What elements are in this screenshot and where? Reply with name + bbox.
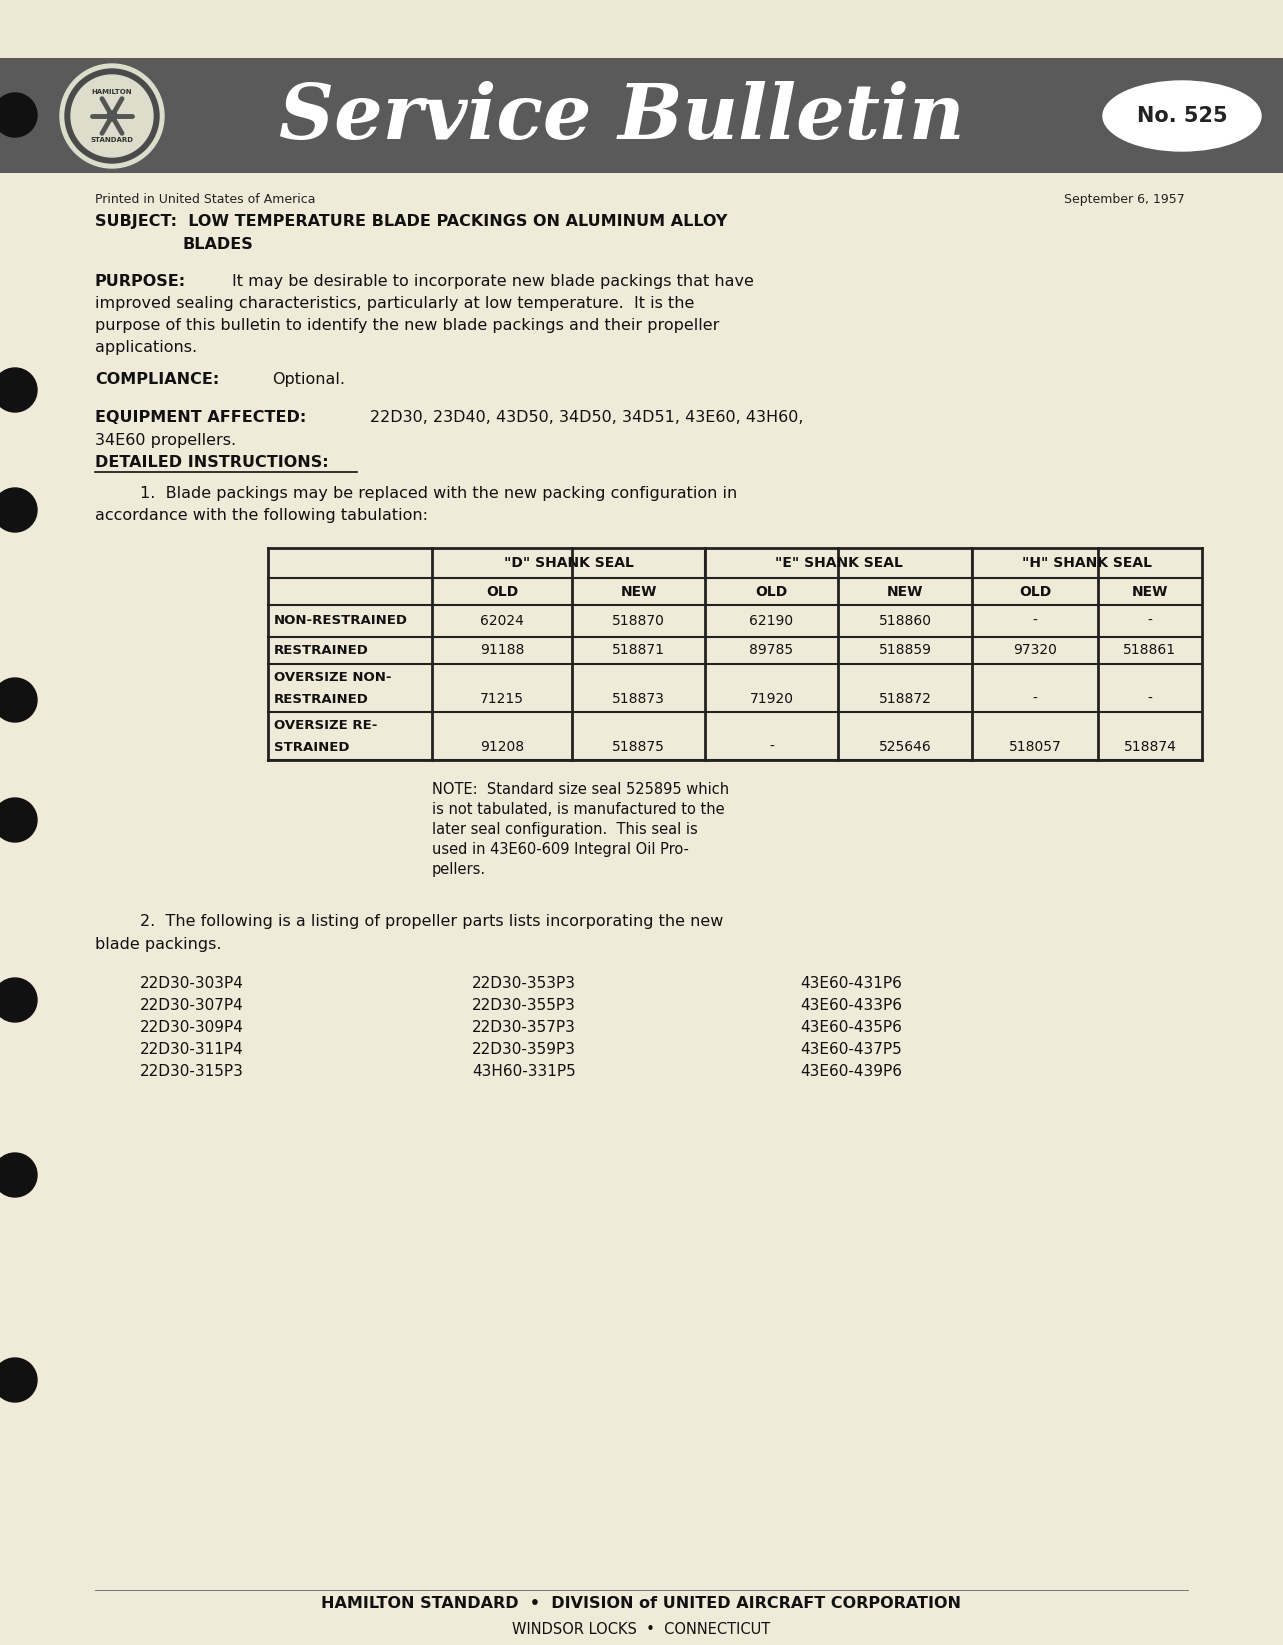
Text: 518871: 518871 [612, 643, 665, 658]
Text: OLD: OLD [1019, 584, 1051, 599]
Text: blade packings.: blade packings. [95, 938, 222, 952]
Text: 518872: 518872 [879, 693, 931, 706]
Text: Printed in United States of America: Printed in United States of America [95, 192, 316, 206]
Text: HAMILTON STANDARD  •  DIVISION of UNITED AIRCRAFT CORPORATION: HAMILTON STANDARD • DIVISION of UNITED A… [321, 1596, 961, 1610]
Text: 22D30-307P4: 22D30-307P4 [140, 999, 244, 1013]
Text: 43E60-437P5: 43E60-437P5 [801, 1041, 902, 1058]
Text: used in 43E60-609 Integral Oil Pro-: used in 43E60-609 Integral Oil Pro- [432, 842, 689, 857]
Text: Optional.: Optional. [272, 372, 345, 387]
Text: 43E60-433P6: 43E60-433P6 [801, 999, 902, 1013]
Circle shape [71, 76, 153, 156]
Text: WINDSOR LOCKS  •  CONNECTICUT: WINDSOR LOCKS • CONNECTICUT [512, 1622, 770, 1637]
Circle shape [0, 979, 37, 1022]
Text: 34E60 propellers.: 34E60 propellers. [95, 433, 236, 447]
Text: 22D30-315P3: 22D30-315P3 [140, 1064, 244, 1079]
Text: 2.  The following is a listing of propeller parts lists incorporating the new: 2. The following is a listing of propell… [140, 915, 724, 929]
Text: 43H60-331P5: 43H60-331P5 [472, 1064, 576, 1079]
Text: -: - [1147, 693, 1152, 706]
Text: 91188: 91188 [480, 643, 525, 658]
Circle shape [0, 1359, 37, 1402]
Text: 22D30-309P4: 22D30-309P4 [140, 1020, 244, 1035]
Text: NEW: NEW [1132, 584, 1169, 599]
Text: 525646: 525646 [879, 740, 931, 753]
Circle shape [0, 368, 37, 411]
Text: It may be desirable to incorporate new blade packings that have: It may be desirable to incorporate new b… [232, 275, 754, 290]
Circle shape [65, 69, 159, 163]
Circle shape [0, 798, 37, 842]
Text: 43E60-435P6: 43E60-435P6 [801, 1020, 902, 1035]
Text: 518859: 518859 [879, 643, 931, 658]
Text: BLADES: BLADES [183, 237, 254, 252]
Text: STANDARD: STANDARD [91, 137, 133, 143]
Text: 71215: 71215 [480, 693, 523, 706]
Text: 518875: 518875 [612, 740, 665, 753]
Text: 518861: 518861 [1124, 643, 1177, 658]
Text: 22D30-355P3: 22D30-355P3 [472, 999, 576, 1013]
Text: 43E60-431P6: 43E60-431P6 [801, 975, 902, 990]
Text: 518870: 518870 [612, 614, 665, 628]
Text: 22D30-303P4: 22D30-303P4 [140, 975, 244, 990]
Text: -: - [1147, 614, 1152, 628]
Text: NON-RESTRAINED: NON-RESTRAINED [275, 615, 408, 627]
Text: OVERSIZE NON-: OVERSIZE NON- [275, 671, 391, 684]
Text: improved sealing characteristics, particularly at low temperature.  It is the: improved sealing characteristics, partic… [95, 296, 694, 311]
Text: NEW: NEW [620, 584, 657, 599]
Text: 518874: 518874 [1124, 740, 1177, 753]
Text: STRAINED: STRAINED [275, 740, 349, 753]
Text: SUBJECT:  LOW TEMPERATURE BLADE PACKINGS ON ALUMINUM ALLOY: SUBJECT: LOW TEMPERATURE BLADE PACKINGS … [95, 214, 727, 229]
Text: 62190: 62190 [749, 614, 794, 628]
Text: September 6, 1957: September 6, 1957 [1065, 192, 1185, 206]
Circle shape [0, 94, 37, 137]
Text: 71920: 71920 [749, 693, 793, 706]
Circle shape [0, 1153, 37, 1198]
Text: 22D30-359P3: 22D30-359P3 [472, 1041, 576, 1058]
Text: 91208: 91208 [480, 740, 523, 753]
Text: later seal configuration.  This seal is: later seal configuration. This seal is [432, 822, 698, 837]
Text: is not tabulated, is manufactured to the: is not tabulated, is manufactured to the [432, 803, 725, 818]
Circle shape [0, 489, 37, 531]
Text: HAMILTON: HAMILTON [91, 89, 132, 95]
Text: -: - [1033, 614, 1038, 628]
Text: EQUIPMENT AFFECTED:: EQUIPMENT AFFECTED: [95, 410, 307, 424]
Text: COMPLIANCE:: COMPLIANCE: [95, 372, 219, 387]
Text: OVERSIZE RE-: OVERSIZE RE- [275, 719, 377, 732]
Text: 1.  Blade packings may be replaced with the new packing configuration in: 1. Blade packings may be replaced with t… [140, 485, 738, 502]
Text: DETAILED INSTRUCTIONS:: DETAILED INSTRUCTIONS: [95, 456, 328, 470]
Text: No. 525: No. 525 [1137, 105, 1228, 127]
Text: applications.: applications. [95, 341, 198, 355]
Text: PURPOSE:: PURPOSE: [95, 275, 186, 290]
Text: 22D30, 23D40, 43D50, 34D50, 34D51, 43E60, 43H60,: 22D30, 23D40, 43D50, 34D50, 34D51, 43E60… [370, 410, 803, 424]
Text: accordance with the following tabulation:: accordance with the following tabulation… [95, 508, 429, 523]
Text: RESTRAINED: RESTRAINED [275, 643, 370, 656]
Text: 22D30-353P3: 22D30-353P3 [472, 975, 576, 990]
Text: 89785: 89785 [749, 643, 794, 658]
Text: NOTE:  Standard size seal 525895 which: NOTE: Standard size seal 525895 which [432, 781, 729, 796]
Text: 22D30-311P4: 22D30-311P4 [140, 1041, 244, 1058]
Text: RESTRAINED: RESTRAINED [275, 693, 370, 706]
Text: OLD: OLD [486, 584, 518, 599]
Text: "D" SHANK SEAL: "D" SHANK SEAL [503, 556, 634, 571]
Circle shape [0, 678, 37, 722]
Text: 22D30-357P3: 22D30-357P3 [472, 1020, 576, 1035]
Text: Service Bulletin: Service Bulletin [280, 81, 965, 155]
Text: 43E60-439P6: 43E60-439P6 [801, 1064, 902, 1079]
Text: "H" SHANK SEAL: "H" SHANK SEAL [1023, 556, 1152, 571]
Circle shape [60, 64, 164, 168]
Bar [0, 0, 1283, 58]
Text: OLD: OLD [756, 584, 788, 599]
Text: -: - [1033, 693, 1038, 706]
Text: purpose of this bulletin to identify the new blade packings and their propeller: purpose of this bulletin to identify the… [95, 317, 720, 332]
Text: 62024: 62024 [480, 614, 523, 628]
Text: 518873: 518873 [612, 693, 665, 706]
Text: "E" SHANK SEAL: "E" SHANK SEAL [775, 556, 902, 571]
Ellipse shape [1103, 81, 1261, 151]
Text: -: - [769, 740, 774, 753]
Bar [0, 58, 1283, 173]
Text: 518860: 518860 [879, 614, 931, 628]
Circle shape [106, 110, 117, 122]
Text: 97320: 97320 [1014, 643, 1057, 658]
Text: pellers.: pellers. [432, 862, 486, 877]
Text: 518057: 518057 [1008, 740, 1061, 753]
Text: NEW: NEW [887, 584, 924, 599]
